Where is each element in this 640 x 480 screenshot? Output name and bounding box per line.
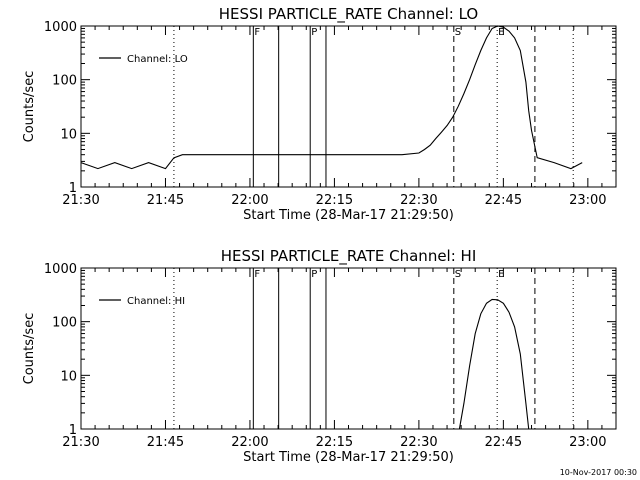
y-tick-label: 10: [60, 369, 77, 384]
x-tick-label: 23:00: [569, 193, 606, 208]
y-tick-label: 100: [52, 316, 77, 331]
x-tick-label: 21:30: [62, 193, 99, 208]
x-tick-label: 22:45: [485, 435, 522, 450]
x-tick-label: 23:00: [569, 435, 606, 450]
event-marker-label: P: [311, 269, 317, 280]
x-axis-label: Start Time (28-Mar-17 21:29:50): [243, 450, 454, 465]
x-tick-label: 22:00: [231, 193, 268, 208]
y-tick-label: 1: [69, 181, 77, 196]
y-tick-label: 1: [69, 423, 77, 438]
footer-timestamp: 10-Nov-2017 00:30: [560, 468, 637, 477]
y-tick-label: 100: [52, 74, 77, 89]
event-marker-label: E: [498, 27, 504, 38]
x-tick-label: 22:30: [400, 435, 437, 450]
legend-label: Channel: HI: [127, 296, 185, 307]
event-marker-label: F: [254, 269, 260, 280]
chart-title: HESSI PARTICLE_RATE Channel: HI: [221, 247, 477, 266]
x-tick-label: 22:45: [485, 193, 522, 208]
chart-panel-lo: HESSI PARTICLE_RATE Channel: LO 21:30 21:4…: [22, 5, 617, 223]
event-marker-label: E: [498, 269, 504, 280]
chart-panel-hi: HESSI PARTICLE_RATE Channel: HI 21:30 21:4…: [22, 247, 617, 465]
x-tick-label: 22:15: [316, 435, 353, 450]
y-axis-label: Counts/sec: [22, 71, 37, 143]
y-tick-label: 1000: [44, 20, 77, 35]
x-tick-label: 21:30: [62, 435, 99, 450]
y-axis-label: Counts/sec: [22, 313, 37, 385]
event-marker-label: F: [254, 27, 260, 38]
y-tick-label: 10: [60, 127, 77, 142]
plot-frame: [80, 267, 617, 430]
data-series-line: [458, 298, 530, 430]
x-tick-label: 22:30: [400, 193, 437, 208]
x-tick-label: 21:45: [147, 193, 184, 208]
x-tick-label: 21:45: [147, 435, 184, 450]
chart-title: HESSI PARTICLE_RATE Channel: LO: [219, 5, 478, 24]
plot-frame: [80, 25, 617, 188]
x-tick-label: 22:00: [231, 435, 268, 450]
event-marker-label: S: [455, 269, 461, 280]
legend-label: Channel: LO: [127, 54, 188, 65]
y-tick-label: 1000: [44, 262, 77, 277]
event-marker-label: S: [455, 27, 461, 38]
event-marker-label: P: [311, 27, 317, 38]
x-tick-label: 22:15: [316, 193, 353, 208]
data-series-line: [80, 25, 583, 170]
x-axis-label: Start Time (28-Mar-17 21:29:50): [243, 208, 454, 223]
